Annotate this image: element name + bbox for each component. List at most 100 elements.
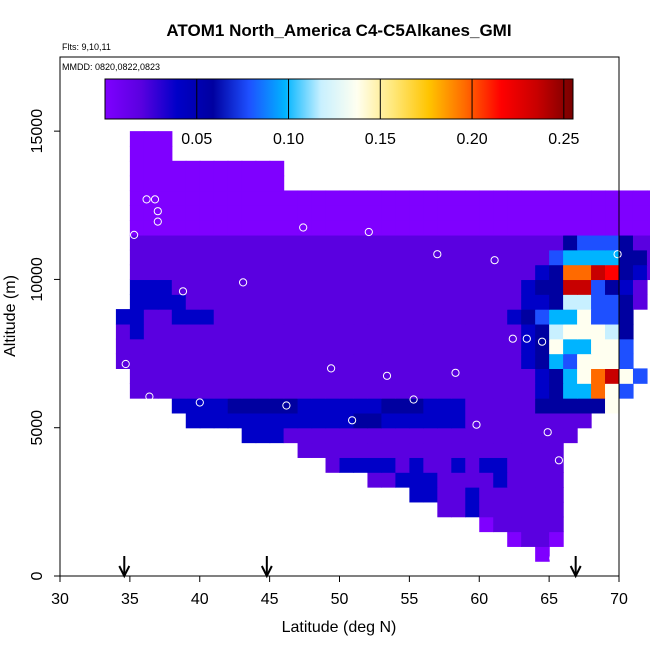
- heatmap-cell: [577, 190, 592, 206]
- heatmap-cell: [241, 294, 257, 310]
- heatmap-cell: [283, 353, 299, 369]
- heatmap-cell: [325, 338, 341, 355]
- heatmap-cell: [465, 294, 480, 310]
- heatmap-cell: [549, 309, 564, 325]
- heatmap-cell: [381, 249, 396, 266]
- heatmap-cell: [227, 323, 243, 340]
- heatmap-cell: [227, 338, 243, 355]
- heatmap-cell: [591, 220, 606, 236]
- heatmap-cell: [535, 427, 550, 444]
- heatmap-cell: [549, 353, 564, 369]
- heatmap-cell: [283, 412, 299, 429]
- heatmap-cell: [129, 190, 145, 206]
- heatmap-cell: [185, 279, 201, 295]
- heatmap-cell: [535, 353, 550, 369]
- heatmap-cell: [157, 175, 173, 192]
- heatmap-cell: [395, 264, 410, 281]
- heatmap-cell: [255, 160, 271, 177]
- heatmap-cell: [367, 353, 383, 369]
- heatmap-cell: [409, 205, 424, 221]
- heatmap-cell: [129, 309, 145, 325]
- heatmap-cell: [241, 383, 257, 399]
- heatmap-cell: [409, 472, 424, 488]
- heatmap-cell: [577, 398, 592, 414]
- heatmap-cell: [549, 368, 564, 384]
- heatmap-cell: [423, 412, 438, 429]
- heatmap-cell: [451, 279, 466, 295]
- heatmap-cell: [129, 131, 145, 147]
- heatmap-cell: [199, 249, 215, 266]
- heatmap-cell: [507, 264, 522, 281]
- x-tick-label: 40: [191, 591, 209, 608]
- heatmap-cell: [129, 264, 145, 281]
- heatmap-cell: [563, 190, 578, 206]
- heatmap-cell: [367, 442, 383, 458]
- heatmap-cell: [353, 234, 369, 251]
- heatmap-cell: [632, 264, 648, 281]
- heatmap-cell: [535, 279, 550, 295]
- heatmap-cell: [535, 487, 550, 503]
- heatmap-cell: [241, 338, 257, 355]
- heatmap-cell: [283, 427, 299, 444]
- heatmap-cell: [619, 323, 634, 340]
- flight-sample-point: [282, 401, 291, 410]
- heatmap-cell: [367, 279, 383, 295]
- heatmap-cell: [535, 398, 550, 414]
- heatmap-cell: [409, 309, 424, 325]
- heatmap-cell: [367, 368, 383, 384]
- heatmap-cell: [199, 264, 215, 281]
- flight-sample-point: [153, 217, 162, 226]
- heatmap-cell: [465, 205, 480, 221]
- heatmap-cell: [521, 368, 536, 384]
- heatmap-cell: [479, 323, 494, 340]
- heatmap-cell: [549, 501, 564, 518]
- heatmap-cell: [255, 368, 271, 384]
- heatmap-cell: [423, 472, 438, 488]
- heatmap-cell: [283, 264, 299, 281]
- heatmap-cell: [423, 279, 438, 295]
- heatmap-cell: [521, 427, 536, 444]
- heatmap-cell: [549, 294, 564, 310]
- heatmap-cell: [479, 338, 494, 355]
- heatmap-cell: [507, 398, 522, 414]
- heatmap-cell: [535, 501, 550, 518]
- x-tick-label: 35: [121, 591, 139, 608]
- heatmap-cell: [185, 383, 201, 399]
- heatmap-cell: [241, 323, 257, 340]
- heatmap-cell: [311, 294, 327, 310]
- heatmap-cell: [479, 264, 494, 281]
- flight-sample-point: [239, 278, 248, 287]
- heatmap-cell: [395, 442, 410, 458]
- heatmap-cell: [115, 323, 131, 340]
- heatmap-cell: [339, 205, 355, 221]
- heatmap-cell: [535, 205, 550, 221]
- heatmap-cell: [437, 412, 452, 429]
- heatmap-cell: [619, 190, 634, 206]
- heatmap-cell: [129, 279, 145, 295]
- heatmap-cell: [577, 294, 592, 310]
- heatmap-cell: [353, 205, 369, 221]
- heatmap-cell: [381, 190, 396, 206]
- dates-label: MMDD: 0820,0822,0823: [62, 62, 160, 72]
- heatmap-cell: [171, 264, 187, 281]
- heatmap-cell: [521, 412, 536, 429]
- heatmap-cell: [493, 323, 508, 340]
- heatmap-cell: [535, 531, 550, 547]
- flight-sample-point: [538, 337, 547, 346]
- heatmap-cell: [605, 234, 620, 251]
- heatmap-cell: [367, 457, 383, 473]
- heatmap-cell: [423, 249, 438, 266]
- heatmap-cell: [521, 338, 536, 355]
- heatmap-cell: [493, 516, 508, 533]
- heatmap-cell: [339, 427, 355, 444]
- heatmap-cell: [605, 190, 620, 206]
- heatmap-cell: [325, 368, 341, 384]
- heatmap-cell: [535, 368, 550, 384]
- heatmap-cell: [437, 457, 452, 473]
- heatmap-cell: [479, 472, 494, 488]
- heatmap-cell: [381, 323, 396, 340]
- heatmap-cell: [269, 353, 285, 369]
- heatmap-cell: [283, 338, 299, 355]
- heatmap-cell: [479, 457, 494, 473]
- heatmap-cell: [479, 442, 494, 458]
